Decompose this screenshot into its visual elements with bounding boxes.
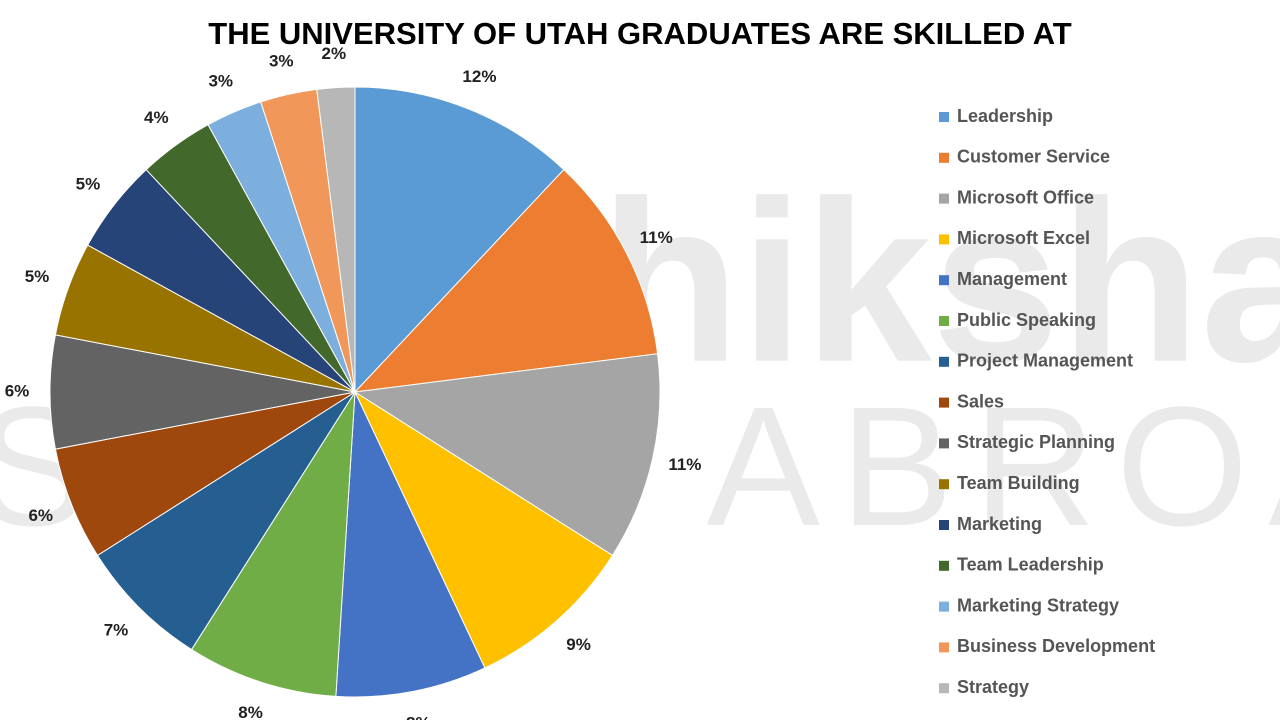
data-label: 5% [25, 267, 50, 286]
pie-slice [335, 391, 486, 698]
legend-swatch [939, 193, 949, 204]
pie [49, 86, 661, 698]
pie-slice [353, 353, 661, 557]
pie-slice [96, 391, 356, 651]
legend-label: Strategic Planning [957, 432, 1115, 452]
legend-swatch [939, 479, 949, 490]
legend-swatch [939, 234, 949, 245]
legend-label: Project Management [957, 351, 1133, 371]
data-label: 11% [668, 455, 701, 474]
chart-title: THE UNIVERSITY OF UTAH GRADUATES ARE SKI… [208, 16, 1071, 51]
pie-slice [353, 390, 614, 669]
data-label: 6% [5, 381, 30, 400]
data-label: 8% [238, 703, 263, 720]
legend-swatch [939, 275, 949, 286]
legend-swatch [939, 601, 949, 612]
data-label: 11% [640, 228, 673, 247]
legend-swatch [939, 642, 949, 653]
legend-label: Business Development [957, 636, 1155, 656]
legend-label: Team Leadership [957, 555, 1104, 575]
legend-swatch [939, 683, 949, 694]
data-label: 5% [76, 174, 101, 193]
data-label: 9% [566, 635, 591, 654]
legend-label: Sales [957, 391, 1004, 411]
legend-swatch [939, 438, 949, 449]
legend-swatch [939, 520, 949, 530]
pie-slice [354, 86, 565, 394]
pie-slice [316, 86, 356, 393]
pie-slice [190, 391, 356, 697]
legend-label: Microsoft Office [957, 187, 1094, 207]
legend-swatch [939, 112, 949, 122]
legend-swatch [939, 316, 949, 326]
legend-label: Leadership [957, 106, 1053, 126]
legend-label: Strategy [957, 677, 1029, 697]
pie-slice [353, 168, 659, 393]
data-label: 8% [406, 713, 431, 720]
data-label: 3% [269, 52, 294, 71]
data-label: 3% [208, 71, 233, 90]
legend-label: Microsoft Excel [957, 228, 1090, 248]
legend-label: Public Speaking [957, 310, 1096, 330]
legend-label: Marketing Strategy [957, 595, 1119, 615]
legend-label: Marketing [957, 514, 1042, 534]
legend-swatch [939, 397, 949, 408]
legend-label: Team Building [957, 473, 1080, 493]
legend-swatch [939, 560, 949, 571]
data-label: 4% [144, 108, 169, 127]
legend-swatch [939, 152, 949, 163]
legend-label: Customer Service [957, 147, 1110, 167]
data-label: 12% [462, 67, 496, 86]
data-label: 7% [104, 620, 129, 639]
data-label: 6% [28, 506, 53, 525]
data-label: 2% [321, 44, 346, 63]
legend-swatch [939, 356, 949, 367]
legend-label: Management [957, 269, 1067, 289]
